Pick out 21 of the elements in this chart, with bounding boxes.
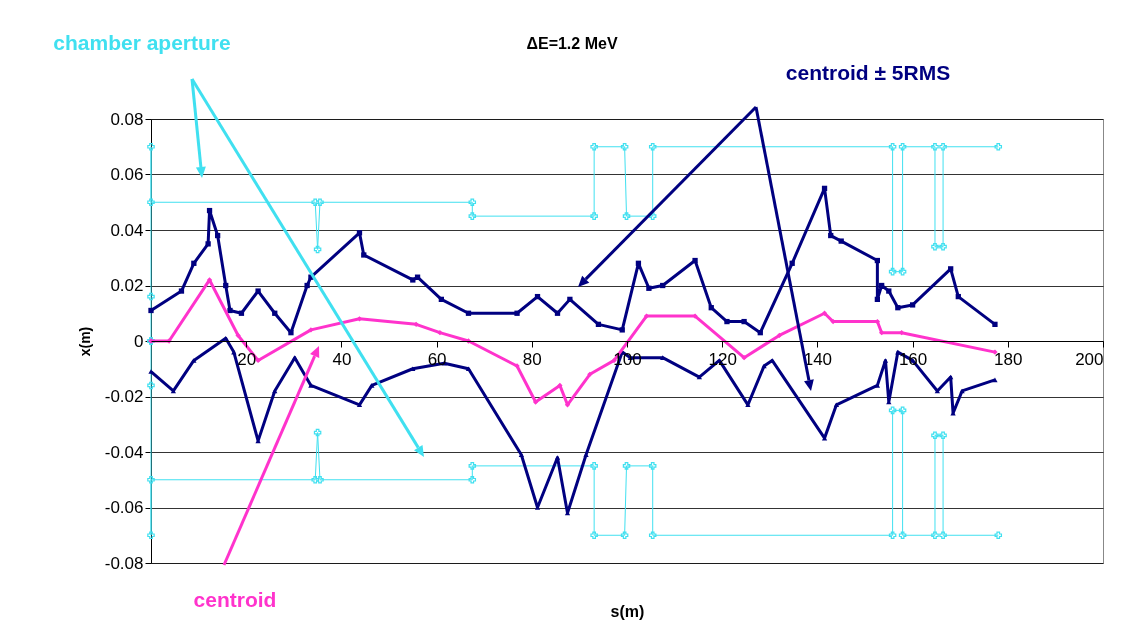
chart-title: ΔE=1.2 MeV [526, 35, 618, 52]
y-tick-label: -0.08 [104, 553, 144, 573]
text: centroid ± 5RMS [785, 61, 951, 84]
y-axis-title: x(m) [76, 326, 93, 357]
x-axis-title: s(m) [610, 602, 645, 620]
x-tick-label: 80 [522, 349, 542, 369]
x-tick-label: 20 [237, 349, 257, 369]
x-tick-label: 40 [332, 349, 352, 369]
y-tick-label: 0.06 [110, 165, 144, 184]
text: chamber aperture [53, 31, 231, 54]
y-tick-label: 0.02 [110, 276, 144, 295]
text: centroid [193, 588, 277, 611]
x-tick-label: 200 [1075, 349, 1104, 369]
y-tick-label: -0.06 [104, 498, 144, 517]
y-tick-label: 0.08 [110, 109, 144, 129]
y-tick-label: -0.04 [104, 442, 144, 462]
y-tick-label: 0 [134, 331, 144, 351]
y-tick-label: 0.04 [110, 220, 144, 240]
x-tick-label: 180 [994, 349, 1023, 369]
x-tick-label: 120 [708, 349, 737, 369]
y-tick-label: -0.02 [104, 387, 144, 406]
